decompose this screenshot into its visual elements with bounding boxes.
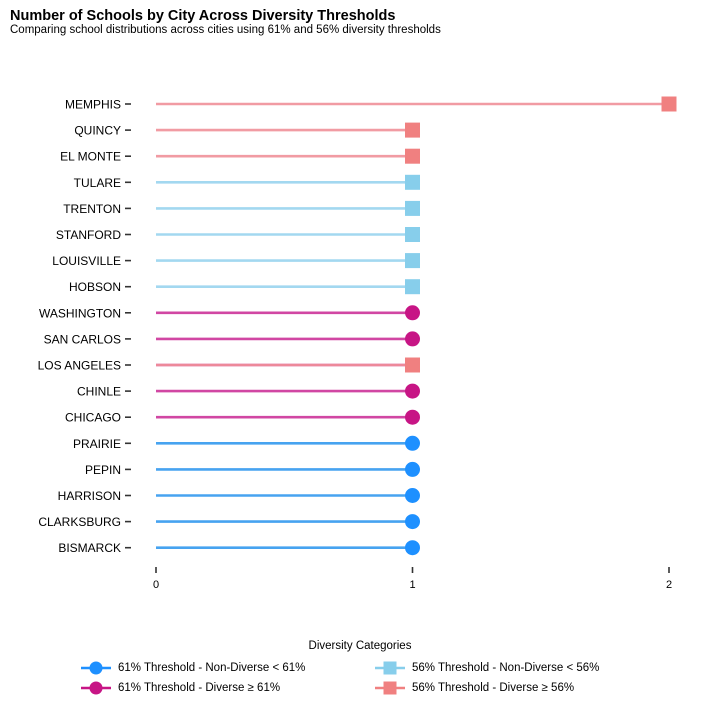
- legend-item: 56% Threshold - Non-Diverse < 56%: [374, 660, 599, 676]
- data-point: [405, 540, 420, 556]
- y-tick-label: HARRISON: [58, 489, 121, 503]
- y-tick-label: QUINCY: [74, 124, 121, 138]
- data-point: [405, 409, 420, 425]
- data-point: [405, 227, 420, 242]
- legend-label: 61% Threshold - Non-Diverse < 61%: [118, 662, 306, 674]
- data-point: [405, 435, 420, 451]
- legend-item: 61% Threshold - Diverse ≥ 61%: [80, 680, 280, 696]
- y-tick-label: CHINLE: [77, 385, 121, 399]
- data-point: [405, 148, 420, 164]
- y-tick-label: EL MONTE: [60, 150, 121, 164]
- x-tick-label: 2: [666, 579, 672, 591]
- x-tick-label: 0: [153, 579, 159, 591]
- y-tick-label: LOS ANGELES: [38, 359, 121, 373]
- legend-key: [375, 681, 405, 695]
- y-tick-label: PRAIRIE: [73, 437, 121, 451]
- y-tick-label: STANFORD: [56, 228, 121, 242]
- y-tick-label: TULARE: [74, 176, 121, 190]
- legend-label: 56% Threshold - Non-Diverse < 56%: [412, 662, 600, 674]
- data-point: [405, 383, 420, 399]
- data-point: [405, 279, 420, 295]
- y-tick-label: MEMPHIS: [65, 98, 121, 112]
- y-tick-label: BISMARCK: [58, 541, 121, 555]
- data-point: [405, 253, 420, 269]
- data-point: [405, 305, 420, 321]
- legend-label: 61% Threshold - Diverse ≥ 61%: [118, 682, 281, 694]
- legend-label: 56% Threshold - Diverse ≥ 56%: [412, 682, 575, 694]
- y-tick-label: PEPIN: [85, 463, 121, 477]
- chart-title: Number of Schools by City Across Diversi…: [10, 8, 396, 24]
- data-point: [405, 174, 420, 190]
- data-point: [405, 514, 420, 530]
- data-point: [405, 331, 420, 347]
- legend-key: [81, 661, 111, 675]
- y-tick-label: WASHINGTON: [39, 306, 121, 320]
- data-point: [405, 461, 420, 477]
- data-point: [405, 488, 420, 503]
- data-point: [661, 96, 677, 112]
- y-tick-label: CLARKSBURG: [38, 515, 121, 529]
- legend-key: [81, 681, 111, 695]
- data-point: [405, 200, 420, 216]
- legend-title: Diversity Categories: [308, 640, 412, 652]
- legend-item: 61% Threshold - Non-Diverse < 61%: [80, 660, 305, 676]
- data-point: [405, 357, 420, 373]
- lollipop-chart: MEMPHIS QUINCY EL MONTE TULARE TRENTON STANFO…: [38, 96, 677, 591]
- legend: Diversity Categories 61% Threshold - Non…: [0, 640, 705, 695]
- legend-item: 56% Threshold - Diverse ≥ 56%: [374, 680, 574, 696]
- data-point: [405, 122, 420, 138]
- y-tick-label: LOUISVILLE: [52, 254, 121, 268]
- y-tick-label: HOBSON: [69, 280, 121, 294]
- chart-subtitle: Comparing school distributions across ci…: [10, 24, 441, 36]
- legend-key: [375, 661, 405, 675]
- y-tick-label: SAN CARLOS: [44, 332, 121, 346]
- y-tick-label: CHICAGO: [65, 411, 121, 425]
- y-tick-label: TRENTON: [63, 202, 121, 216]
- x-tick-label: 1: [409, 579, 415, 591]
